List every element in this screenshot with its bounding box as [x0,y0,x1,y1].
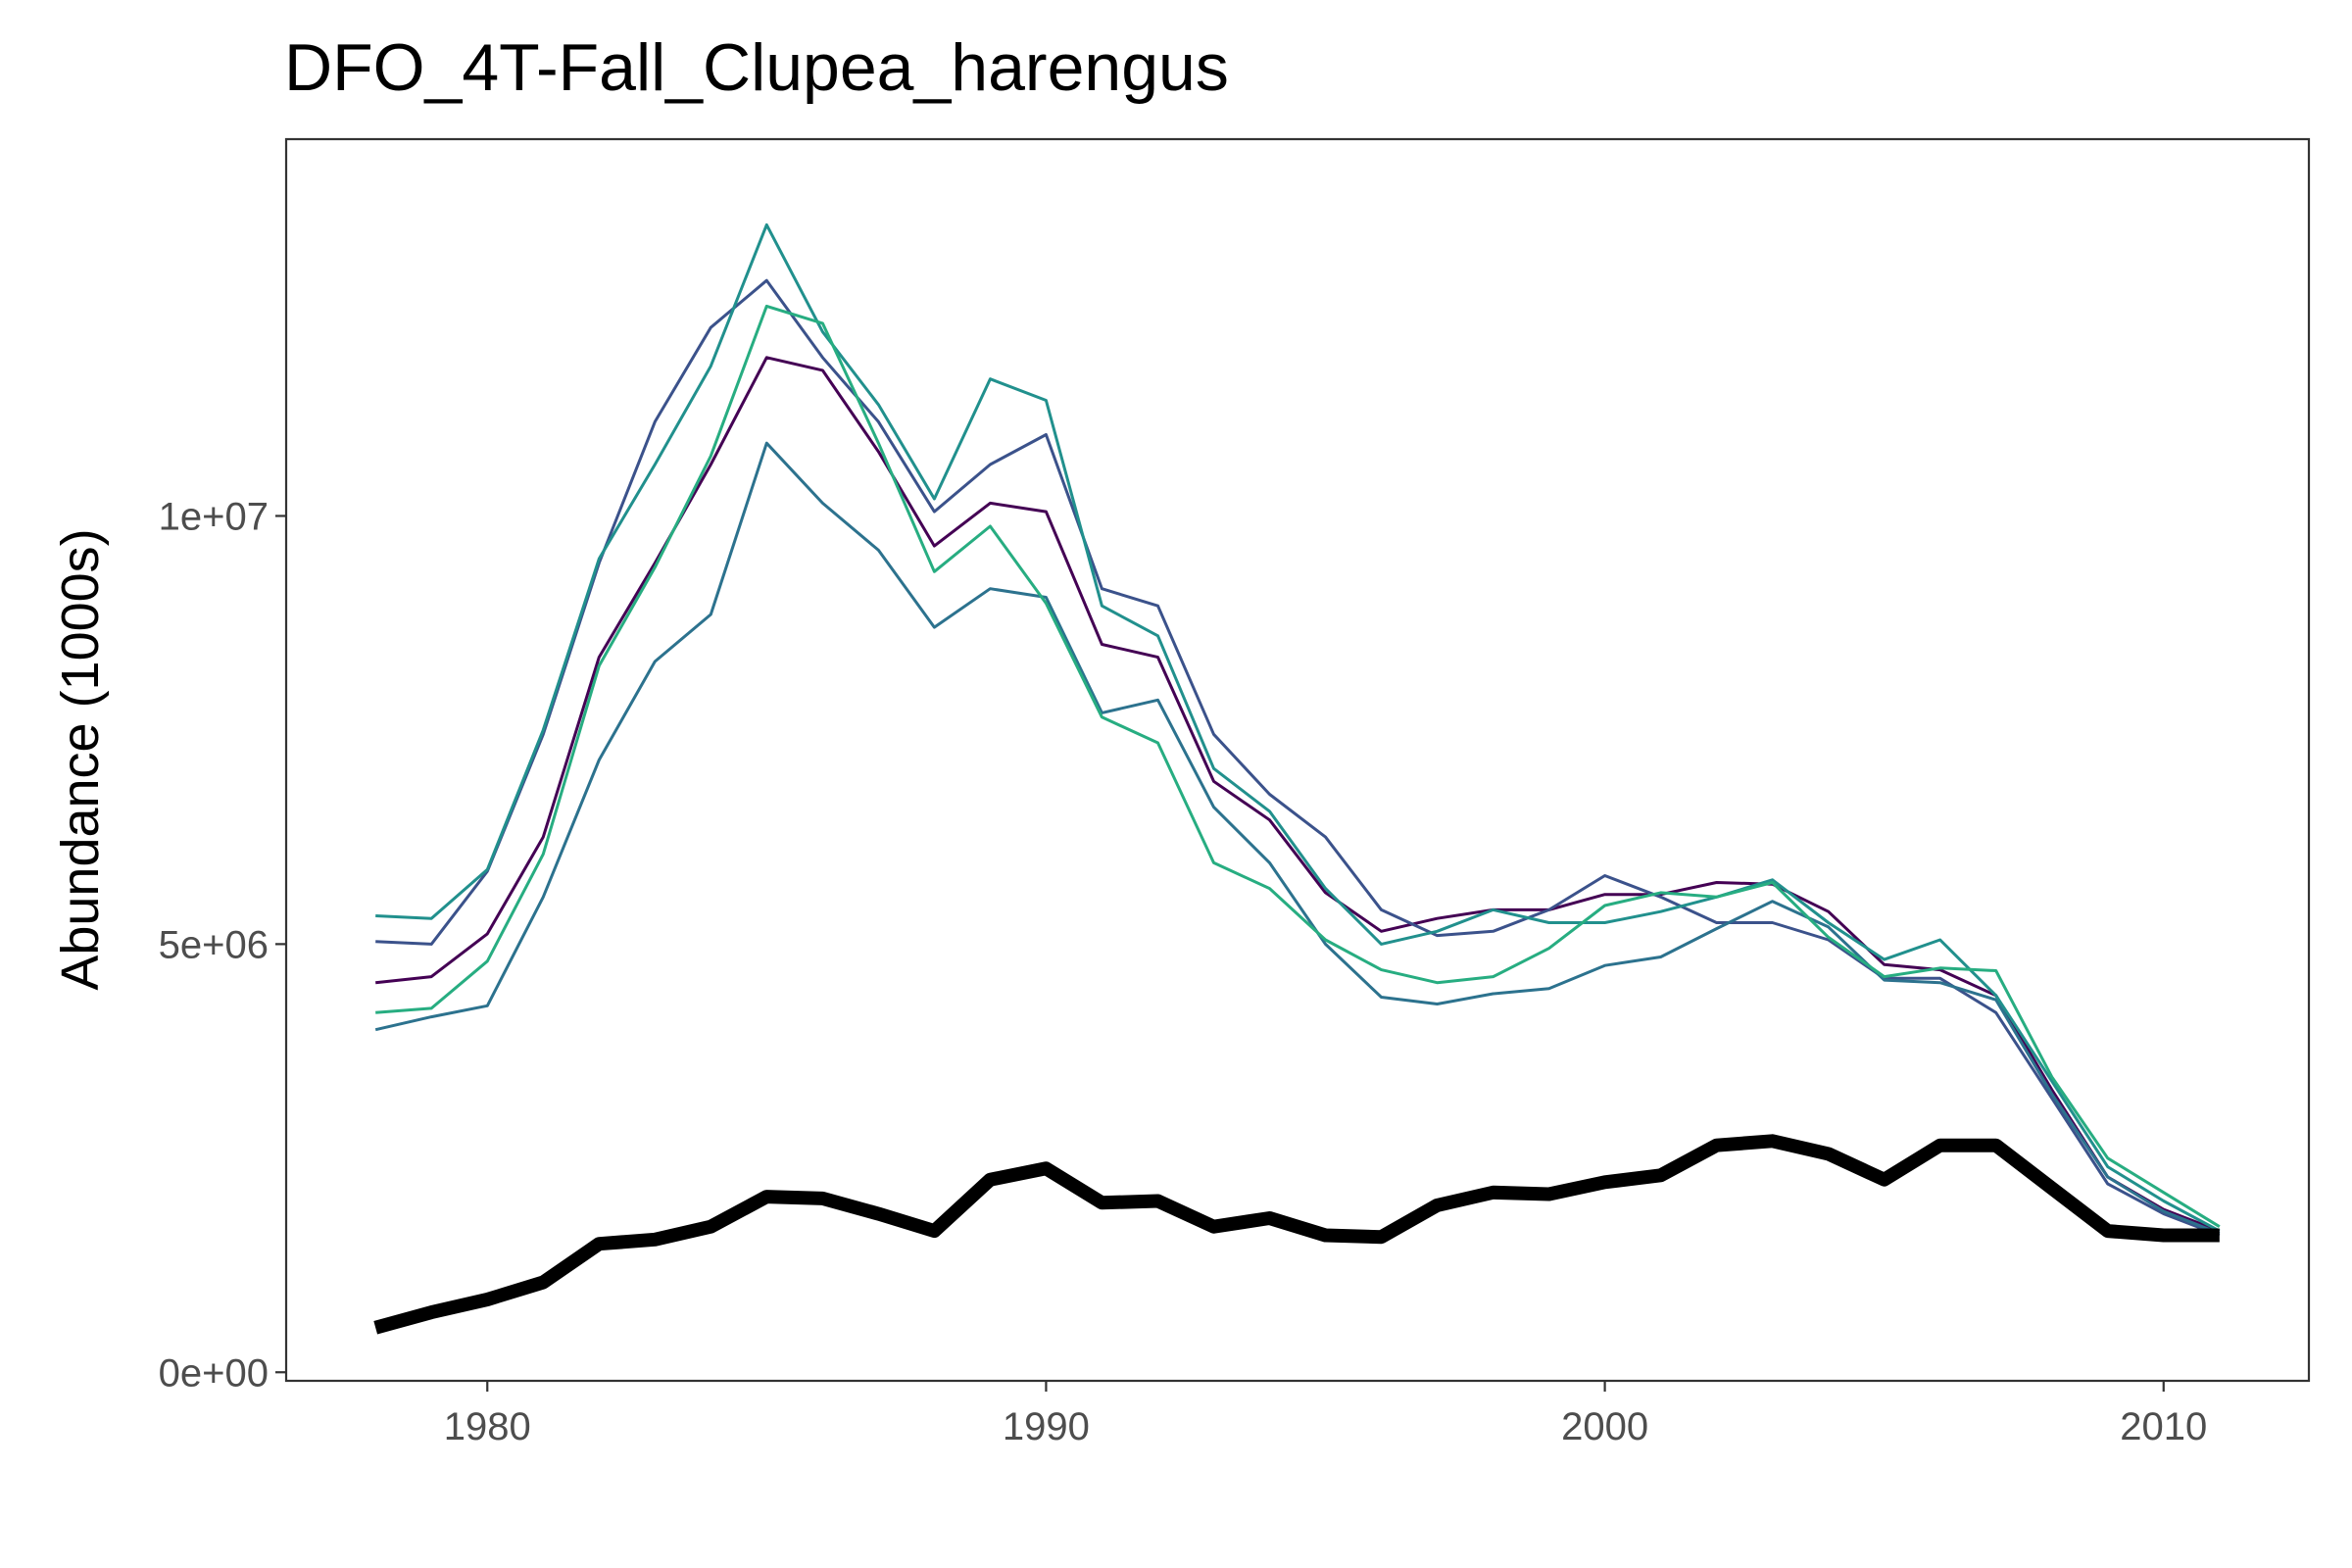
series-line-4 [375,222,2221,1233]
plot-panel-border [284,137,2311,1383]
x-tick-label: 1980 [444,1405,531,1448]
series-line-3 [374,441,2221,1236]
y-axis-label: Abundance (1000s) [51,528,110,990]
series-line-6 [373,1134,2220,1335]
x-tick-label: 1990 [1003,1405,1090,1448]
chart-title: DFO_4T-Fall_Clupea_harengus [284,30,1229,105]
x-tick-label: 2010 [2120,1405,2207,1448]
series-layer [373,222,2221,1335]
y-tick-label: 1e+07 [159,495,269,538]
y-axis: 0e+00 5e+06 1e+07 [159,495,286,1395]
series-line-2 [375,278,2221,1237]
y-tick-label: 0e+00 [159,1351,269,1395]
x-axis: 1980 1990 2000 2010 [444,1381,2207,1448]
x-tick-label: 2000 [1561,1405,1648,1448]
series-line-5 [375,304,2221,1228]
y-tick-label: 5e+06 [159,923,269,966]
